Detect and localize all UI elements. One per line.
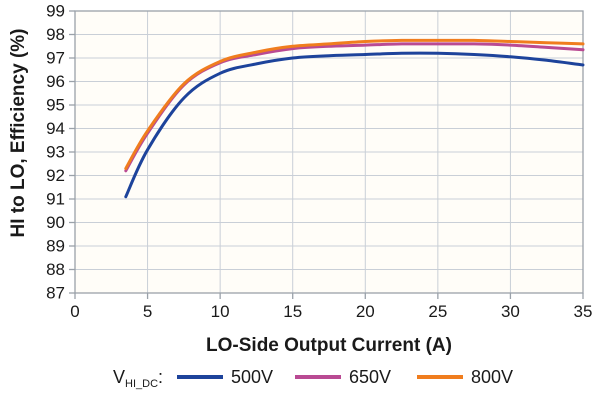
x-tick-label: 15	[283, 302, 302, 321]
legend-label-500v: 500V	[231, 367, 273, 387]
y-tick-label: 90	[46, 213, 65, 232]
series-800v-line	[124, 38, 585, 170]
y-axis-title: HI to LO, Efficiency (%)	[8, 28, 29, 237]
y-tick-label: 88	[46, 260, 65, 279]
y-tick-label: 99	[46, 2, 65, 21]
y-tick-label: 87	[46, 284, 65, 303]
chart-generated-content: 87 88 89 90 91 92 93 94 95 96 97 98 99 0 5 10 15 20 25 30 35…	[46, 2, 592, 391]
x-tick-label: 0	[70, 302, 79, 321]
y-tick-label: 96	[46, 72, 65, 91]
x-tick-label: 20	[356, 302, 375, 321]
x-tick-label: 30	[501, 302, 520, 321]
y-tick-label: 92	[46, 166, 65, 185]
x-tick-label: 10	[211, 302, 230, 321]
y-tick-label: 98	[46, 25, 65, 44]
x-tick-label: 5	[143, 302, 152, 321]
x-axis-title: LO-Side Output Current (A)	[206, 335, 452, 356]
legend-label-800v: 800V	[471, 367, 513, 387]
x-tick-label: 35	[574, 302, 593, 321]
y-tick-label: 94	[46, 119, 65, 138]
y-tick-label: 89	[46, 237, 65, 256]
y-tick-label: 93	[46, 143, 65, 162]
legend-label-650v: 650V	[349, 367, 391, 387]
x-tick-label: 25	[428, 302, 447, 321]
y-tick-label: 95	[46, 96, 65, 115]
legend-title: VHI_DC:	[113, 367, 163, 390]
y-tick-label: 97	[46, 49, 65, 68]
series-500v-line	[124, 51, 585, 199]
y-tick-label: 91	[46, 190, 65, 209]
